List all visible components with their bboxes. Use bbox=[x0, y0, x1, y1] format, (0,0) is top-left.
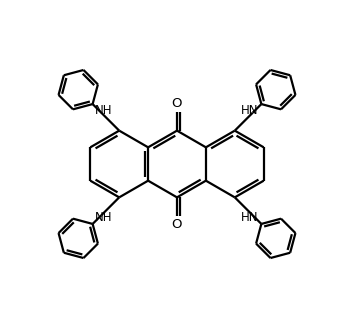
Text: NH: NH bbox=[95, 211, 113, 223]
Text: HN: HN bbox=[241, 211, 259, 223]
Text: O: O bbox=[172, 97, 182, 110]
Text: NH: NH bbox=[95, 105, 113, 117]
Text: O: O bbox=[172, 218, 182, 231]
Text: HN: HN bbox=[241, 105, 259, 117]
